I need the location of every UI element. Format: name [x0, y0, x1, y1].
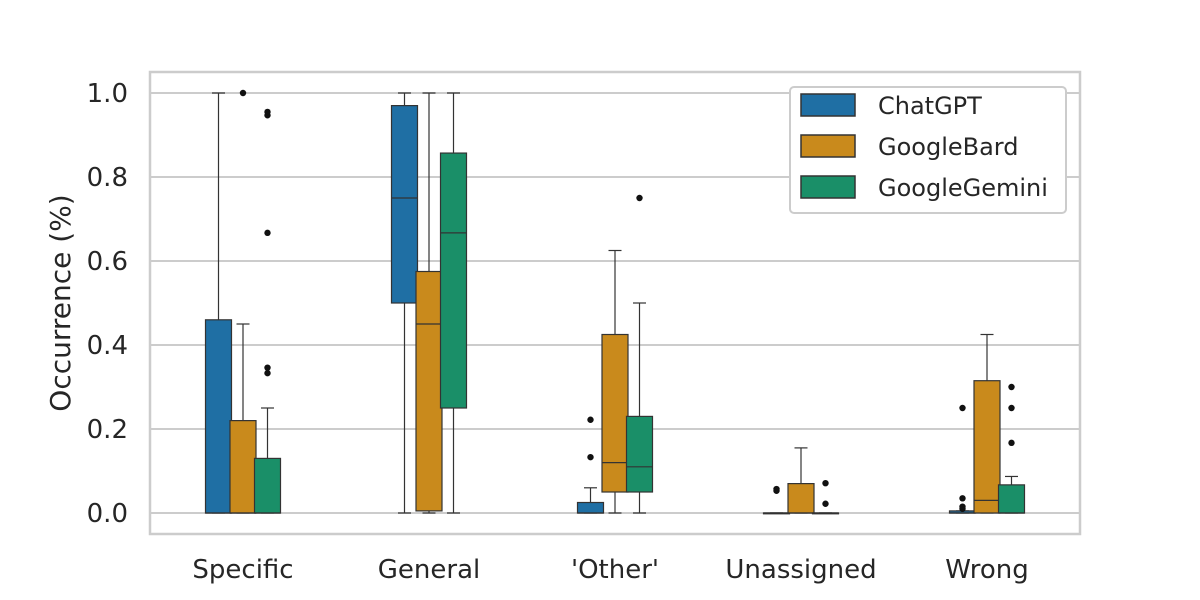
outlier-point [264, 369, 271, 377]
box [787, 483, 815, 514]
box [439, 152, 468, 409]
box [601, 333, 629, 493]
box [997, 484, 1026, 514]
outlier-point [822, 479, 829, 487]
y-tick-label: 1.0 [87, 79, 128, 109]
legend-swatch [800, 134, 856, 158]
outlier-point [1008, 404, 1015, 412]
x-tick-label: General [378, 555, 480, 585]
legend: ChatGPT GoogleBard GoogleGemini [789, 86, 1067, 214]
outlier-point [1008, 383, 1015, 391]
outlier-point [773, 485, 780, 493]
x-tick-label: 'Other' [571, 555, 659, 585]
box [204, 319, 233, 514]
y-tick-label: 0.6 [87, 247, 128, 277]
y-tick-label: 0.0 [87, 499, 128, 529]
outlier-point [959, 404, 966, 412]
outlier-point [587, 416, 594, 423]
box [390, 104, 419, 304]
outlier-point [959, 495, 966, 502]
box [229, 420, 257, 514]
outlier-point [264, 364, 271, 371]
outlier-point [822, 500, 829, 507]
y-axis-label: Occurrence (%) [44, 194, 77, 411]
box [576, 501, 605, 514]
box [415, 270, 443, 512]
legend-frame [789, 86, 1067, 214]
boxes [204, 89, 1026, 515]
y-tick-label: 0.2 [87, 415, 128, 445]
legend-label: GoogleBard [878, 133, 1018, 161]
x-tick-labels: Specific General 'Other' Unassigned Wrong [192, 555, 1028, 585]
x-tick-label: Specific [192, 555, 293, 585]
box [625, 415, 654, 493]
outlier-point [239, 89, 247, 97]
outlier-point [264, 229, 271, 237]
legend-swatch [800, 175, 856, 199]
outlier-point [636, 194, 643, 202]
y-tick-labels: 0.0 0.2 0.4 0.6 0.8 1.0 [87, 79, 128, 529]
outlier-point [959, 503, 966, 510]
x-tick-label: Wrong [945, 555, 1029, 585]
box [973, 380, 1001, 514]
plot-frame [148, 70, 1082, 536]
outlier-point [1008, 439, 1015, 447]
legend-swatch [800, 93, 856, 117]
y-tick-label: 0.8 [87, 163, 128, 193]
y-tick-label: 0.4 [87, 331, 128, 361]
x-tick-label: Unassigned [725, 555, 876, 585]
outlier-point [264, 108, 271, 116]
box [253, 457, 282, 514]
legend-label: ChatGPT [878, 92, 982, 120]
legend-label: GoogleGemini [878, 174, 1048, 202]
outlier-point [587, 453, 594, 461]
